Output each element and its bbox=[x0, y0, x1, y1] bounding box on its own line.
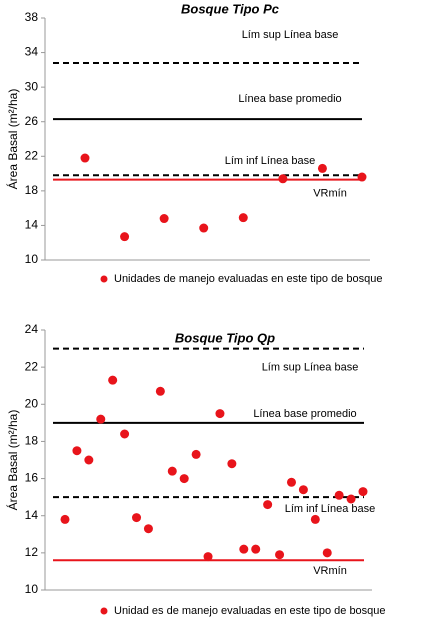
y-tick-label: 16 bbox=[25, 471, 39, 485]
y-tick-label: 22 bbox=[25, 148, 39, 162]
data-point bbox=[278, 174, 288, 184]
data-point bbox=[167, 466, 177, 476]
y-tick-label: 12 bbox=[25, 545, 39, 559]
legend-label: Unidades de manejo evaluadas en este tip… bbox=[114, 273, 382, 285]
reference-label: Lím sup Línea base bbox=[262, 361, 359, 373]
legend-label: Unidad es de manejo evaluadas en este ti… bbox=[114, 605, 386, 617]
chart-title: Bosque Tipo Qp bbox=[175, 330, 275, 345]
y-tick-label: 38 bbox=[25, 10, 39, 24]
data-point bbox=[263, 500, 273, 510]
data-point bbox=[191, 449, 201, 459]
data-point bbox=[357, 172, 367, 182]
y-tick-label: 14 bbox=[25, 508, 39, 522]
data-point bbox=[215, 409, 225, 419]
data-point bbox=[155, 386, 165, 396]
y-tick-label: 18 bbox=[25, 183, 39, 197]
data-point bbox=[60, 514, 70, 524]
data-point bbox=[310, 514, 320, 524]
y-tick-label: 10 bbox=[25, 252, 39, 266]
y-tick-label: 22 bbox=[25, 359, 39, 373]
y-axis-label: Área Basal (m²/ha) bbox=[5, 89, 20, 190]
data-point bbox=[346, 494, 356, 504]
data-point bbox=[84, 455, 94, 465]
reference-label: Línea base promedio bbox=[253, 408, 356, 420]
data-point bbox=[251, 544, 261, 554]
legend-marker bbox=[100, 607, 108, 615]
data-point bbox=[80, 153, 90, 163]
data-point bbox=[358, 487, 368, 497]
y-tick-label: 34 bbox=[25, 45, 39, 59]
data-point bbox=[239, 544, 249, 554]
data-point bbox=[72, 446, 82, 456]
reference-label: Línea base promedio bbox=[238, 93, 341, 105]
data-point bbox=[322, 548, 332, 558]
data-point bbox=[179, 474, 189, 484]
data-point bbox=[275, 550, 285, 560]
reference-label: VRmín bbox=[313, 188, 347, 200]
data-point bbox=[238, 213, 248, 223]
y-tick-label: 14 bbox=[25, 218, 39, 232]
y-tick-label: 20 bbox=[25, 396, 39, 410]
data-point bbox=[227, 459, 237, 469]
data-point bbox=[159, 214, 169, 224]
y-axis-label: Área Basal (m²/ha) bbox=[5, 410, 20, 511]
y-tick-label: 24 bbox=[25, 322, 39, 336]
legend-marker bbox=[100, 275, 108, 283]
reference-label: Lím sup Línea base bbox=[242, 29, 339, 41]
data-point bbox=[108, 375, 118, 385]
data-point bbox=[199, 223, 209, 233]
data-point bbox=[286, 477, 296, 487]
data-point bbox=[317, 163, 327, 173]
reference-label: VRmín bbox=[313, 565, 347, 577]
data-point bbox=[132, 513, 142, 523]
chart-title: Bosque Tipo Pc bbox=[181, 1, 280, 16]
y-tick-label: 18 bbox=[25, 434, 39, 448]
data-point bbox=[120, 232, 130, 242]
y-tick-label: 30 bbox=[25, 79, 39, 93]
data-point bbox=[298, 485, 308, 495]
data-point bbox=[203, 552, 213, 562]
data-point bbox=[96, 414, 106, 424]
y-tick-label: 10 bbox=[25, 582, 39, 596]
reference-label: Lím inf Línea base bbox=[285, 503, 376, 515]
reference-label: Lím inf Línea base bbox=[225, 155, 316, 167]
data-point bbox=[120, 429, 130, 439]
data-point bbox=[143, 524, 153, 534]
y-tick-label: 26 bbox=[25, 114, 39, 128]
data-point bbox=[334, 490, 344, 500]
